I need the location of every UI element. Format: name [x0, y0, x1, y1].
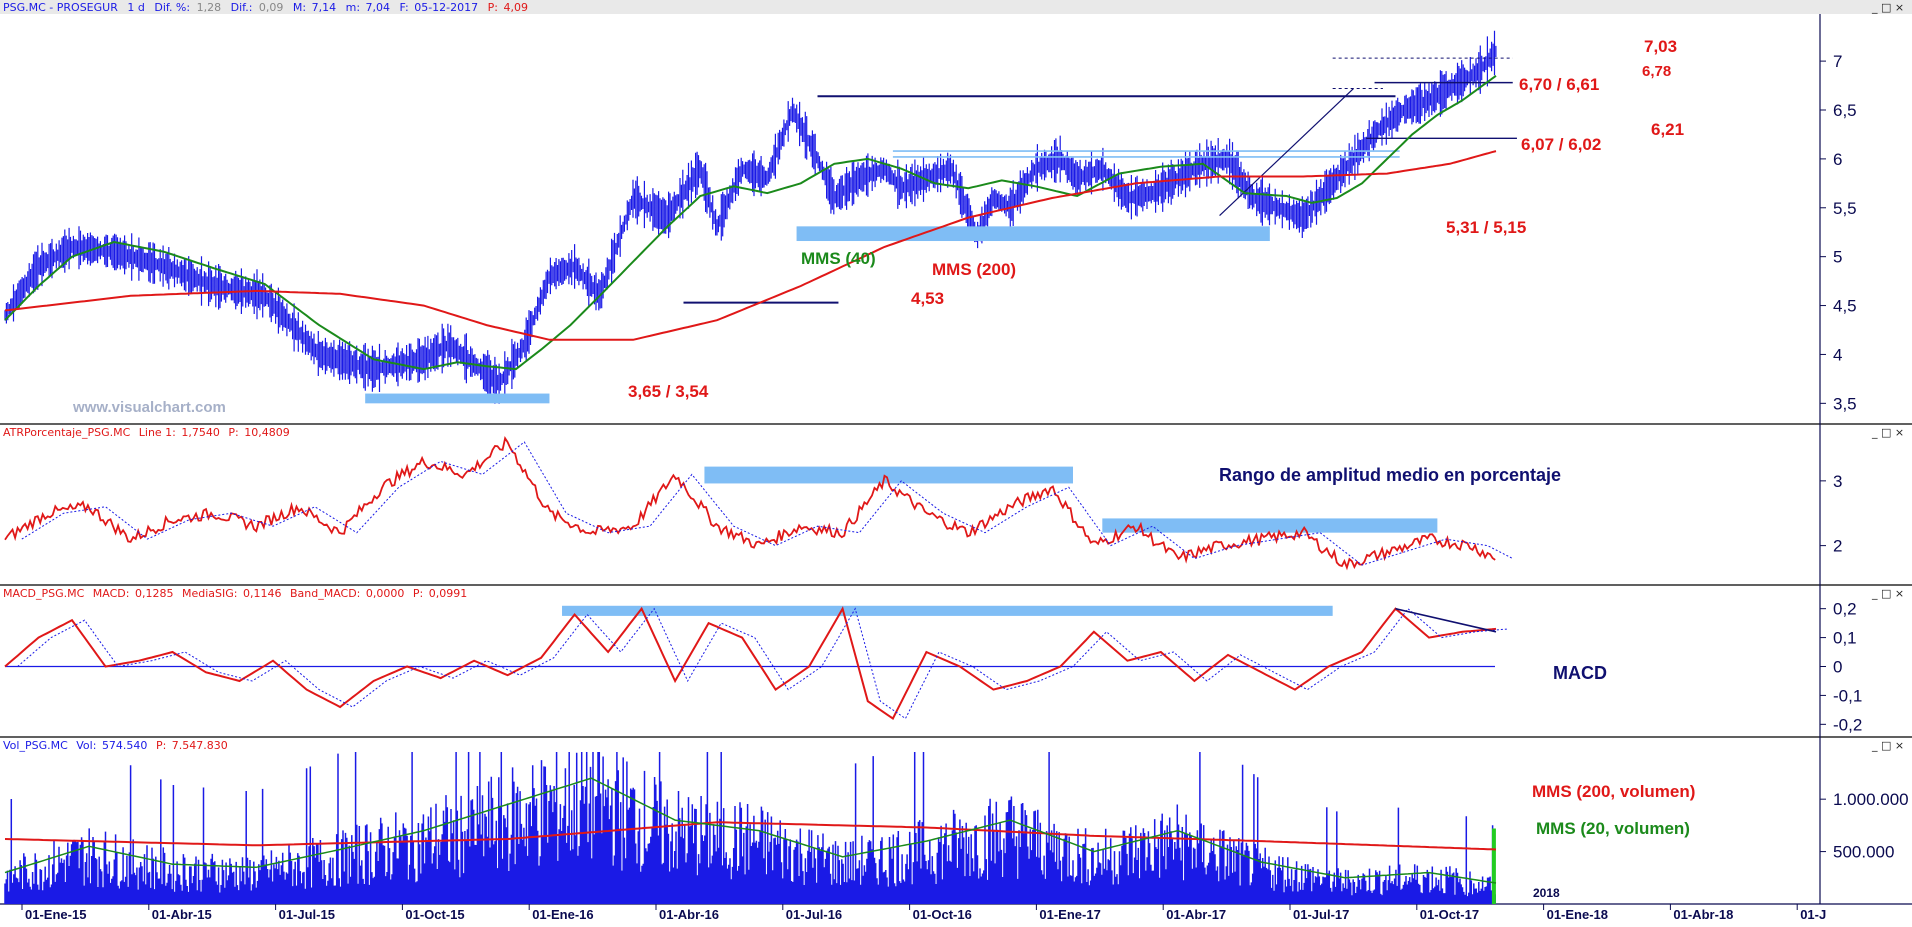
macd-panel: -0,2 -0,1 0 0,1 0,2 — [4, 600, 1862, 734]
atr-band-high — [704, 466, 1073, 484]
volume-bars — [4, 752, 1496, 904]
macd-band — [562, 605, 1333, 616]
x-tick-label: 01-Ene-15 — [25, 907, 86, 922]
price-panel-window-controls[interactable]: _ □ × — [1871, 1, 1904, 14]
x-tick-label: 01-Abr-15 — [152, 907, 212, 922]
level-365-354-label: 3,65 / 3,54 — [628, 382, 709, 401]
macd-panel-header: MACD_PSG.MC MACD: 0,1285 MediaSIG: 0,114… — [3, 587, 467, 600]
support-band-365-354 — [365, 393, 550, 404]
mms40-line — [4, 74, 1497, 371]
x-tick-label: 01-Jul-16 — [786, 907, 842, 922]
mms200-label: MMS (200) — [932, 260, 1016, 279]
x-tick-label: 01-Oct-16 — [913, 907, 972, 922]
x-tick-label: 01-Jul-15 — [279, 907, 335, 922]
level-531-515-label: 5,31 / 5,15 — [1446, 218, 1526, 237]
volume-tick-label: 1.000.000 — [1833, 790, 1909, 809]
x-tick-label: 01-Abr-18 — [1673, 907, 1733, 922]
atr-panel-window-controls[interactable]: _ □ × — [1871, 426, 1904, 439]
level-678-label: 6,78 — [1642, 63, 1671, 80]
atr-line — [4, 436, 1496, 571]
x-tick-label: 01-Ene-18 — [1547, 907, 1608, 922]
macd-tick-label: -0,2 — [1833, 715, 1862, 734]
price-panel-header: PSG.MC - PROSEGUR 1 d Dif. %: 1,28 Dif.:… — [3, 1, 528, 14]
watermark: www.visualchart.com — [72, 399, 226, 416]
volume-tick-label: 500.000 — [1833, 843, 1894, 862]
vol-mms200-label: MMS (200, volumen) — [1532, 782, 1695, 801]
atr-panel: 23 — [4, 436, 1842, 571]
trend-line — [1219, 88, 1355, 217]
vol-mms20-label: MMS (20, volumen) — [1536, 819, 1690, 838]
price-tick-label: 5,5 — [1833, 199, 1857, 218]
macd-panel-window-controls[interactable]: _ □ × — [1871, 587, 1904, 600]
macd-tick-label: 0 — [1833, 658, 1842, 677]
volume-panel-window-controls[interactable]: _ □ × — [1871, 739, 1904, 752]
mms40-label: MMS (40) — [801, 249, 876, 268]
level-670-661-label: 6,70 / 6,61 — [1519, 75, 1599, 94]
macd-tick-label: 0,1 — [1833, 629, 1857, 648]
atr-signal-line — [21, 441, 1514, 566]
atr-tick-label: 3 — [1833, 472, 1842, 491]
x-axis: 01-Ene-15 01-Abr-15 01-Jul-15 01-Oct-15 01-E… — [21, 904, 1826, 922]
price-tick-label: 4,5 — [1833, 297, 1857, 316]
level-621-label: 6,21 — [1651, 120, 1684, 139]
atr-annotation: Rango de amplitud medio en porcentaje — [1219, 465, 1561, 485]
price-tick-label: 6,5 — [1833, 101, 1857, 120]
macd-tick-label: 0,2 — [1833, 600, 1857, 619]
price-tick-label: 7 — [1833, 52, 1842, 71]
x-tick-label: 01-Oct-15 — [405, 907, 464, 922]
level-703-label: 7,03 — [1644, 37, 1677, 56]
x-tick-label: 01-J — [1800, 907, 1826, 922]
vol-mms20-line — [4, 777, 1497, 884]
price-tick-label: 6 — [1833, 150, 1842, 169]
x-tick-label: 01-Ene-17 — [1039, 907, 1100, 922]
macd-annotation: MACD — [1553, 663, 1607, 683]
x-tick-label: 01-Ene-16 — [532, 907, 593, 922]
price-tick-label: 4 — [1833, 345, 1842, 364]
level-607-602-label: 6,07 / 6,02 — [1521, 135, 1601, 154]
support-band-531-515 — [796, 226, 1270, 242]
vol-mms200-line — [4, 821, 1497, 851]
price-panel: 3,5 4 4,5 5 5,5 6 6,5 7 — [4, 30, 1857, 413]
macd-line — [4, 606, 1497, 720]
atr-band-low — [1102, 518, 1438, 533]
level-453-label: 4,53 — [911, 289, 944, 308]
macd-trend-line — [1395, 607, 1497, 633]
macd-tick-label: -0,1 — [1833, 686, 1862, 705]
year-2018-label: 2018 — [1533, 886, 1560, 900]
x-tick-label: 01-Abr-17 — [1166, 907, 1226, 922]
x-tick-label: 01-Jul-17 — [1293, 907, 1349, 922]
mms200-line — [4, 150, 1497, 341]
macd-signal-line — [17, 607, 1509, 720]
volume-panel: 500.000 1.000.000 — [4, 752, 1909, 904]
price-bars — [4, 30, 1497, 404]
price-tick-label: 3,5 — [1833, 394, 1857, 413]
atr-tick-label: 2 — [1833, 537, 1842, 556]
x-tick-label: 01-Abr-16 — [659, 907, 719, 922]
panel-frames — [0, 14, 1912, 905]
x-tick-label: 01-Oct-17 — [1420, 907, 1479, 922]
volume-panel-header: Vol_PSG.MC Vol: 574.540 P: 7.547.830 — [3, 739, 228, 752]
atr-panel-header: ATRPorcentaje_PSG.MC Line 1: 1,7540 P: 1… — [3, 426, 290, 439]
price-tick-label: 5 — [1833, 248, 1842, 267]
